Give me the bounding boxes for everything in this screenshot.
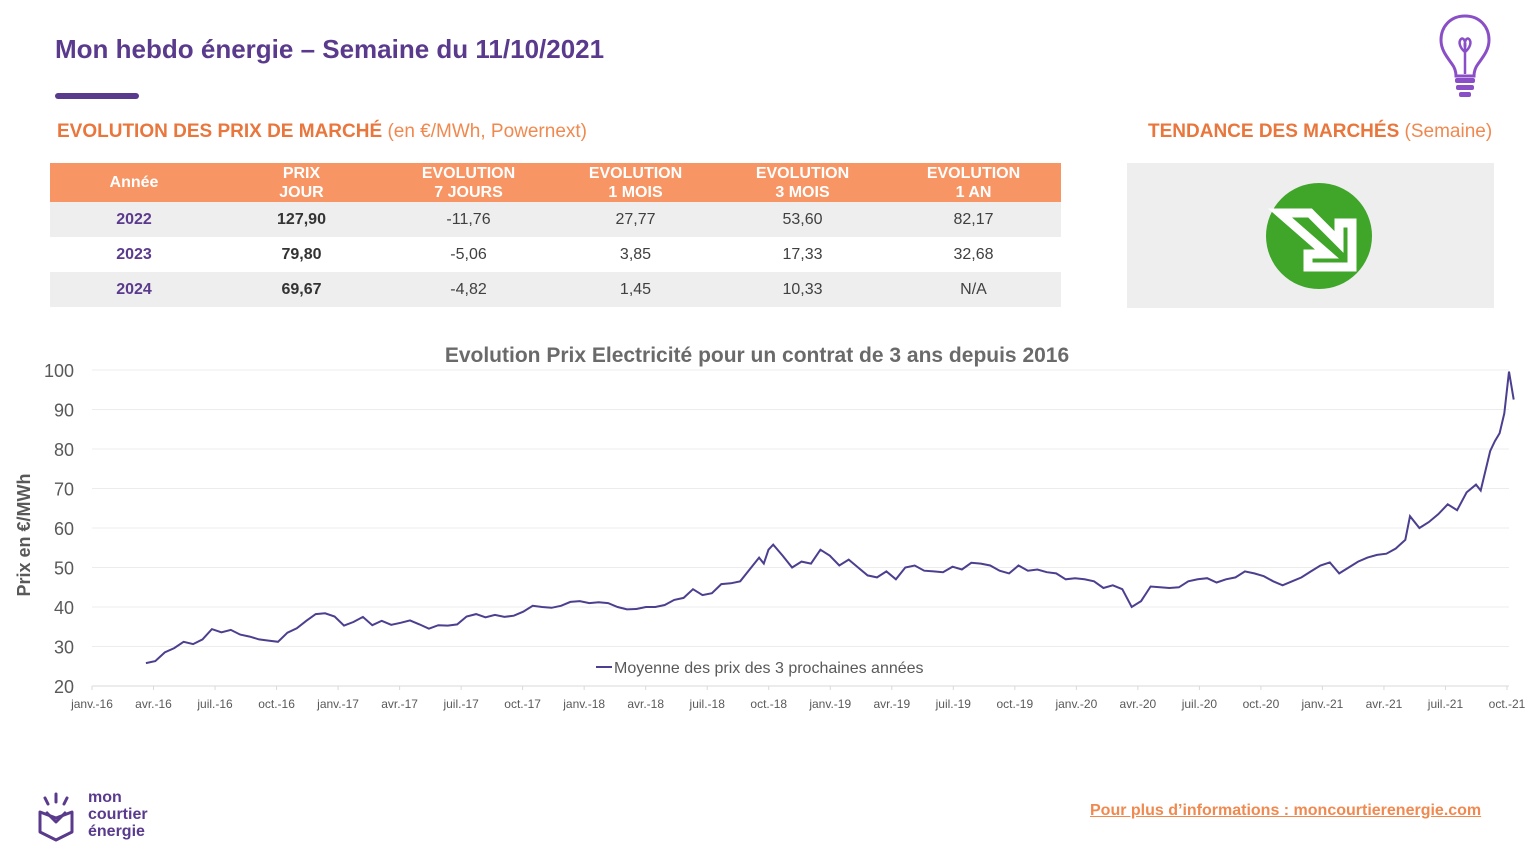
col-header-ev7d-line2: 7 JOURS bbox=[434, 183, 503, 201]
x-tick-label: janv.-16 bbox=[70, 697, 113, 711]
price-table: Année PRIX JOUR EVOLUTION 7 JOURS EVOLUT… bbox=[50, 163, 1061, 307]
cell-ev3m: 17,33 bbox=[719, 237, 886, 272]
cell-ev3m: 53,60 bbox=[719, 202, 886, 237]
cell-year: 2022 bbox=[50, 202, 218, 237]
x-tick-label: janv.-20 bbox=[1054, 697, 1097, 711]
x-tick-label: avr.-18 bbox=[627, 697, 664, 711]
cell-ev1m: 3,85 bbox=[552, 237, 719, 272]
y-tick-label: 70 bbox=[54, 480, 74, 500]
x-tick-label: janv.-18 bbox=[562, 697, 605, 711]
price-table-header: Année PRIX JOUR EVOLUTION 7 JOURS EVOLUT… bbox=[50, 163, 1061, 202]
y-tick-label: 90 bbox=[54, 401, 74, 421]
cell-ev3m: 10,33 bbox=[719, 272, 886, 307]
cell-ev1m: 1,45 bbox=[552, 272, 719, 307]
chart-legend: Moyenne des prix des 3 prochaines années bbox=[596, 660, 924, 677]
col-header-ev7d: EVOLUTION 7 JOURS bbox=[385, 163, 552, 202]
col-header-year: Année bbox=[50, 163, 218, 202]
col-header-ev3m-line1: EVOLUTION bbox=[755, 164, 850, 182]
col-header-ev1m-line2: 1 MOIS bbox=[608, 183, 663, 201]
logo-line3: énergie bbox=[88, 823, 145, 840]
y-tick-label: 30 bbox=[54, 638, 74, 658]
website-link[interactable]: Pour plus d’informations : moncourtieren… bbox=[1090, 802, 1482, 819]
x-tick-label: oct.-20 bbox=[1243, 697, 1280, 711]
cell-ev7d: -11,76 bbox=[385, 202, 552, 237]
x-tick-label: juil.-20 bbox=[1181, 697, 1218, 711]
x-tick-label: janv.-17 bbox=[316, 697, 359, 711]
y-tick-label: 20 bbox=[54, 677, 74, 697]
x-tick-label: juil.-16 bbox=[196, 697, 233, 711]
market-section-heading: EVOLUTION DES PRIX DE MARCHÉ (en €/MWh, … bbox=[57, 121, 587, 143]
y-tick-label: 50 bbox=[54, 559, 74, 579]
x-tick-label: oct.-19 bbox=[996, 697, 1033, 711]
col-header-price: PRIX JOUR bbox=[218, 163, 385, 202]
col-header-ev1y: EVOLUTION 1 AN bbox=[886, 163, 1061, 202]
x-tick-label: juil.-21 bbox=[1427, 697, 1464, 711]
logo-line1: mon bbox=[88, 789, 122, 806]
y-tick-label: 100 bbox=[44, 361, 74, 381]
cell-ev1y: 32,68 bbox=[886, 237, 1061, 272]
cell-price: 69,67 bbox=[218, 272, 385, 307]
cell-year: 2024 bbox=[50, 272, 218, 307]
x-tick-label: janv.-21 bbox=[1301, 697, 1344, 711]
chart-title: Evolution Prix Electricité pour un contr… bbox=[445, 344, 1069, 367]
arrow-down-right-icon bbox=[1266, 183, 1372, 289]
table-row: 2024 69,67 -4,82 1,45 10,33 N/A bbox=[50, 272, 1061, 307]
col-header-year-line1: Année bbox=[109, 174, 159, 191]
page-title: Mon hebdo énergie – Semaine du 11/10/202… bbox=[55, 34, 605, 64]
x-tick-label: juil.-19 bbox=[935, 697, 972, 711]
logo-line2: courtier bbox=[88, 806, 148, 823]
cell-price: 127,90 bbox=[218, 202, 385, 237]
trend-subheading-text: (Semaine) bbox=[1404, 121, 1493, 142]
x-tick-label: oct.-21 bbox=[1489, 697, 1526, 711]
x-tick-label: avr.-20 bbox=[1120, 697, 1157, 711]
y-tick-label: 60 bbox=[54, 519, 74, 539]
x-tick-label: oct.-16 bbox=[258, 697, 295, 711]
col-header-price-line1: PRIX bbox=[282, 164, 321, 182]
table-row: 2023 79,80 -5,06 3,85 17,33 32,68 bbox=[50, 237, 1061, 272]
y-axis-label: Prix en €/MWh bbox=[14, 473, 34, 596]
col-header-price-line2: JOUR bbox=[279, 183, 324, 201]
y-axis: 20 30 40 50 60 70 80 90 100 bbox=[44, 361, 74, 697]
logo-text: mon courtier énergie bbox=[88, 789, 148, 840]
x-tick-label: oct.-17 bbox=[504, 697, 541, 711]
col-header-ev1y-line2: 1 AN bbox=[955, 183, 992, 201]
cell-ev7d: -5,06 bbox=[385, 237, 552, 272]
x-tick-label: avr.-19 bbox=[873, 697, 910, 711]
col-header-ev3m: EVOLUTION 3 MOIS bbox=[719, 163, 886, 202]
series-line bbox=[145, 371, 1515, 665]
x-tick-label: juil.-18 bbox=[689, 697, 726, 711]
market-heading-text: EVOLUTION DES PRIX DE MARCHÉ bbox=[57, 121, 383, 142]
x-tick-label: juil.-17 bbox=[442, 697, 479, 711]
col-header-ev1m-line1: EVOLUTION bbox=[588, 164, 683, 182]
price-line-chart: Evolution Prix Electricité pour un contr… bbox=[14, 344, 1526, 711]
title-underline bbox=[55, 93, 139, 99]
x-tick-label: avr.-17 bbox=[381, 697, 418, 711]
cell-year: 2023 bbox=[50, 237, 218, 272]
x-tick-label: avr.-16 bbox=[135, 697, 172, 711]
legend-label: Moyenne des prix des 3 prochaines années bbox=[614, 660, 924, 677]
cell-ev1y: N/A bbox=[886, 272, 1061, 307]
x-tick-label: oct.-18 bbox=[750, 697, 787, 711]
col-header-ev7d-line1: EVOLUTION bbox=[421, 164, 516, 182]
logo-icon bbox=[38, 792, 74, 842]
cell-ev1m: 27,77 bbox=[552, 202, 719, 237]
y-tick-label: 40 bbox=[54, 598, 74, 618]
cell-ev1y: 82,17 bbox=[886, 202, 1061, 237]
col-header-ev3m-line2: 3 MOIS bbox=[775, 183, 830, 201]
x-axis: janv.-16 avr.-16 juil.-16 oct.-16 janv.-17 av… bbox=[70, 686, 1526, 711]
table-row: 2022 127,90 -11,76 27,77 53,60 82,17 bbox=[50, 202, 1061, 237]
trend-section-heading: TENDANCE DES MARCHÉS (Semaine) bbox=[1148, 121, 1492, 143]
col-header-ev1y-line1: EVOLUTION bbox=[926, 164, 1021, 182]
cell-ev7d: -4,82 bbox=[385, 272, 552, 307]
trend-heading-text: TENDANCE DES MARCHÉS bbox=[1148, 121, 1400, 142]
col-header-ev1m: EVOLUTION 1 MOIS bbox=[552, 163, 719, 202]
x-tick-label: avr.-21 bbox=[1366, 697, 1403, 711]
y-tick-label: 80 bbox=[54, 440, 74, 460]
lightbulb-icon bbox=[1439, 14, 1491, 97]
market-subheading-text: (en €/MWh, Powernext) bbox=[387, 121, 588, 142]
cell-price: 79,80 bbox=[218, 237, 385, 272]
chart-grid bbox=[92, 369, 1509, 687]
x-tick-label: janv.-19 bbox=[808, 697, 851, 711]
